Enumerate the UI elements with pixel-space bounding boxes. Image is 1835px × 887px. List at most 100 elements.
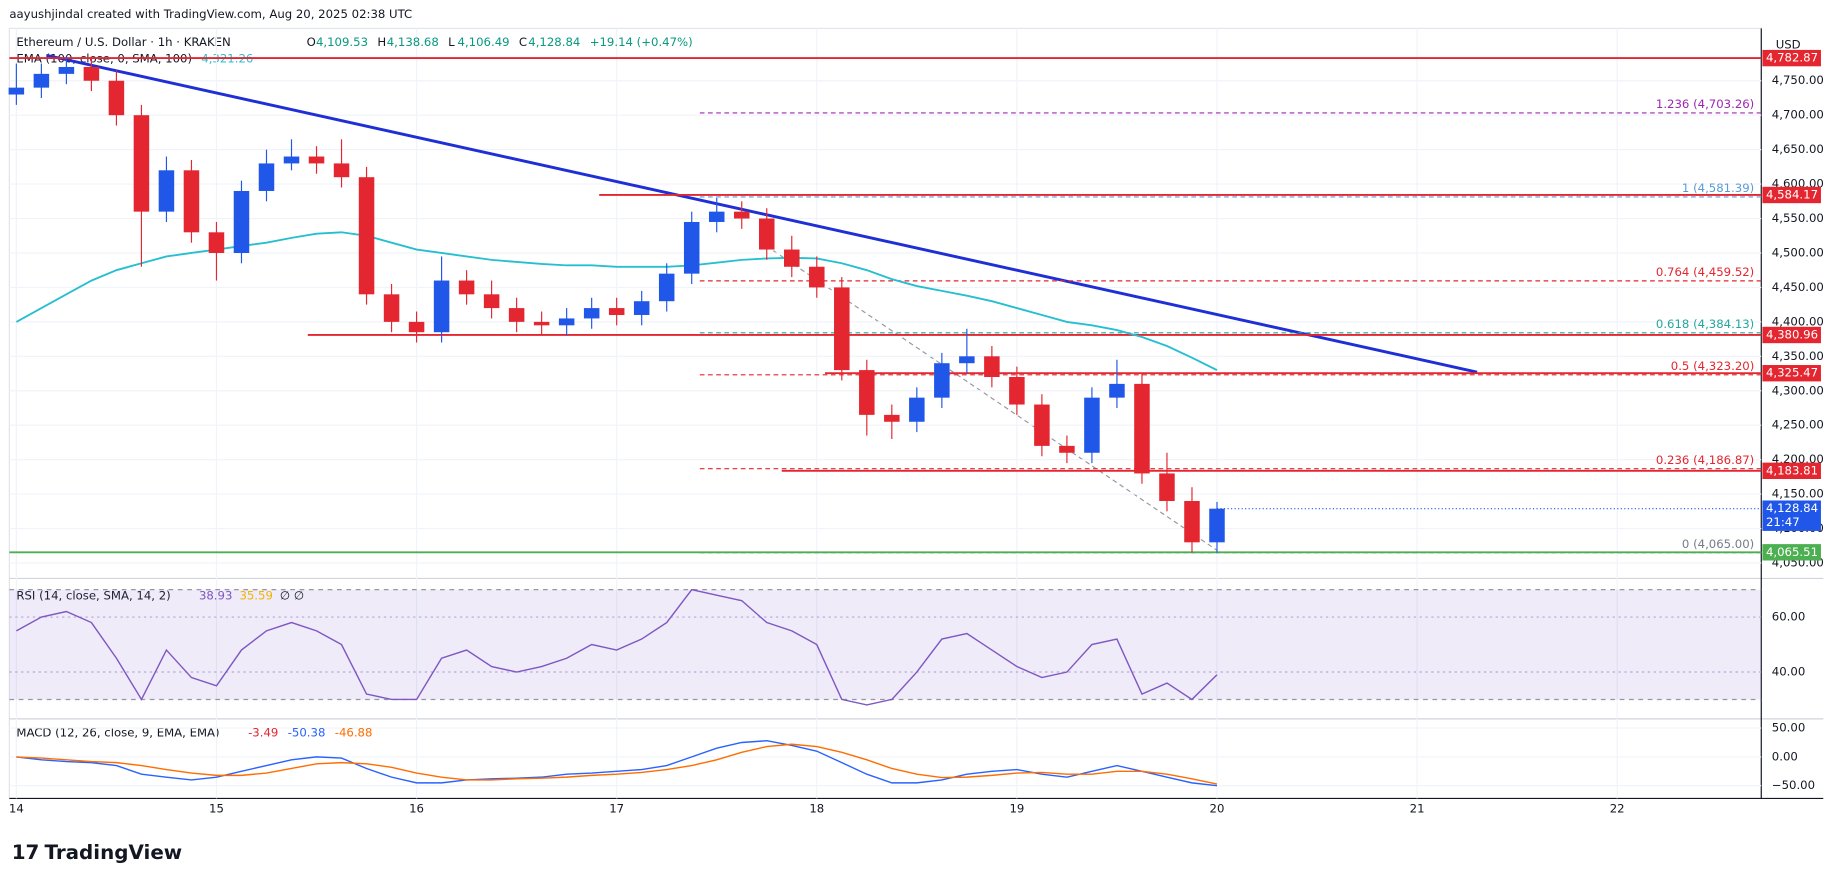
candle-body	[984, 356, 1000, 377]
rsi-legend-value: 38.93	[199, 588, 232, 602]
candle-body	[708, 211, 725, 222]
candle-body	[583, 308, 600, 319]
fib-label: 0.5 (4,323.20)	[1671, 359, 1754, 373]
rsi-legend-value: ∅ ∅	[280, 588, 304, 602]
level-price-box	[1762, 462, 1821, 480]
candle-body	[433, 280, 450, 333]
level-price-text: 4,782.87	[1766, 51, 1818, 65]
candle-body	[258, 163, 275, 191]
candle-body	[1059, 445, 1075, 453]
candle-body	[884, 414, 900, 422]
y-tick-label: 4,250.00	[1772, 418, 1824, 432]
macd-legend-value: -46.88	[335, 725, 373, 739]
macd-legend-value: -3.49	[248, 725, 278, 739]
ohlc-key: C	[519, 35, 527, 49]
x-tick-label: 15	[209, 801, 224, 815]
level-price-text: 4,380.96	[1766, 327, 1818, 341]
macd-tick-label: −50.00	[1772, 778, 1815, 792]
x-tick-label: 16	[409, 801, 424, 815]
level-price-box	[1762, 186, 1821, 204]
legend: Ethereum / U.S. Dollar · 1h · KRAKEN EMA…	[16, 35, 253, 739]
level-price-box	[1762, 326, 1821, 344]
candle-body	[58, 66, 75, 74]
candle-body	[1084, 397, 1100, 453]
y-tick-label: 4,450.00	[1772, 280, 1824, 294]
candle-body	[558, 318, 575, 326]
candle-body	[1159, 473, 1175, 501]
candle-body	[408, 321, 425, 333]
candle-body	[383, 294, 400, 322]
candle-body	[208, 232, 225, 253]
x-tick-label: 20	[1210, 801, 1225, 815]
fib-label: 0 (4,065.00)	[1682, 537, 1754, 551]
candle-body	[133, 115, 150, 212]
candle-body	[233, 190, 250, 253]
y-tick-label: 4,750.00	[1772, 73, 1824, 87]
macd-tick-label: 50.00	[1772, 721, 1805, 735]
fib-label: 1 (4,581.39)	[1682, 181, 1754, 195]
macd-legend: MACD (12, 26, close, 9, EMA, EMA)	[16, 725, 219, 739]
ohlc-key: H	[377, 35, 386, 49]
candle-body	[1209, 508, 1225, 543]
fib-label: 0.236 (4,186.87)	[1656, 453, 1754, 467]
macd-legend-value: -50.38	[288, 725, 326, 739]
x-tick-label: 18	[809, 801, 824, 815]
level-price-text: 4,183.81	[1766, 463, 1818, 477]
y-tick-label: 4,500.00	[1772, 245, 1824, 259]
y-tick-label: 4,550.00	[1772, 211, 1824, 225]
candle-body	[959, 356, 975, 364]
level-price-box	[1762, 365, 1821, 382]
ohlc-value: 4,109.53	[316, 35, 368, 49]
level-price-box	[1762, 544, 1821, 561]
candle-body	[108, 80, 125, 116]
candle-body	[759, 218, 775, 250]
rsi-legend: RSI (14, close, SMA, 14, 2)	[16, 588, 170, 602]
candle-body	[1009, 376, 1025, 405]
level-price-text: 4,325.47	[1766, 366, 1818, 380]
macd-line	[16, 743, 1218, 785]
candle-body	[934, 363, 950, 398]
last-price-box	[1762, 500, 1821, 531]
last-price-text: 4,128.84	[1766, 501, 1818, 515]
x-tick-label: 22	[1610, 801, 1625, 815]
candle-body	[809, 266, 825, 288]
candle-body	[333, 163, 350, 178]
logo-mark: 𝟭𝟳	[12, 841, 40, 864]
candle-body	[283, 156, 300, 164]
y-tick-label: 4,150.00	[1772, 487, 1824, 501]
ohlc-value: 4,106.49	[458, 35, 510, 49]
fib-label: 1.236 (4,703.26)	[1656, 97, 1754, 111]
candle-body	[158, 170, 175, 212]
candle-body	[308, 156, 325, 164]
candle-body	[83, 66, 100, 81]
candle-body	[183, 170, 200, 233]
candle-body	[483, 294, 500, 309]
ohlc-key: O	[307, 35, 316, 49]
macd-line	[16, 740, 1218, 787]
y-tick-label: 4,700.00	[1772, 108, 1824, 122]
x-tick-label: 17	[609, 801, 624, 815]
candle-body	[909, 397, 925, 422]
logo: 𝟭𝟳 TradingView	[12, 841, 182, 864]
candle-body	[658, 273, 675, 302]
rsi-line	[16, 588, 1218, 706]
candle-body	[608, 308, 625, 315]
macd-tick-label: 0.00	[1772, 749, 1798, 763]
ohlc-value: 4,138.68	[387, 35, 439, 49]
fib-label: 0.764 (4,459.52)	[1656, 265, 1754, 279]
level-price-text: 4,584.17	[1766, 187, 1818, 201]
level-price-box	[1762, 49, 1821, 67]
candle-body	[358, 177, 375, 295]
y-tick-label: 4,350.00	[1772, 349, 1824, 363]
symbol: Ethereum / U.S. Dollar · 1h · KRAKEN	[16, 35, 230, 49]
last-price-countdown: 21:47	[1766, 515, 1800, 529]
x-tick-label: 21	[1410, 801, 1425, 815]
rsi-band	[9, 589, 1762, 700]
header: aayushjindal created with TradingView.co…	[9, 7, 412, 21]
y-tick-label: 4,650.00	[1772, 142, 1824, 156]
rsi-tick-label: 40.00	[1772, 665, 1805, 679]
candle-body	[1109, 383, 1125, 398]
